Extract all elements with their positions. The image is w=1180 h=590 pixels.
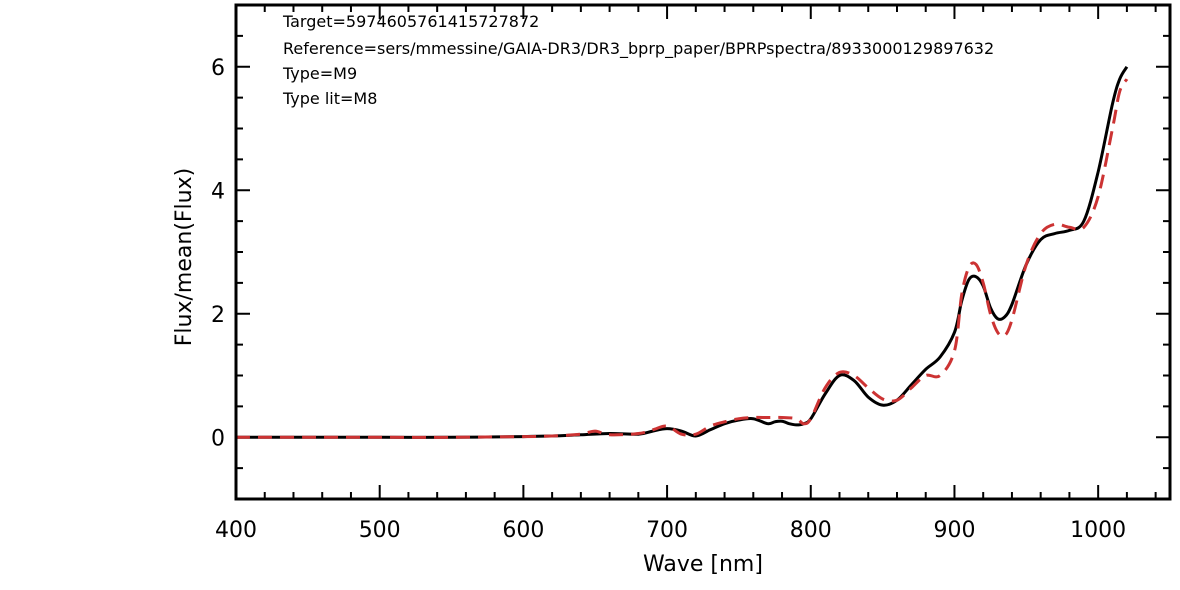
x-tick-label: 700 <box>646 518 688 543</box>
x-tick-label: 600 <box>502 518 544 543</box>
y-tick-label: 0 <box>211 426 225 451</box>
annotation-type-lit: Type lit=M8 <box>282 89 377 108</box>
y-tick-labels: 0 2 4 6 <box>211 56 225 452</box>
x-tick-labels: 400 500 600 700 800 900 1000 <box>215 518 1126 543</box>
x-axis-title: Wave [nm] <box>643 552 763 577</box>
x-tick-label: 400 <box>215 518 257 543</box>
y-tick-label: 4 <box>211 179 225 204</box>
y-tick-label: 2 <box>211 303 225 328</box>
annotation-type: Type=M9 <box>282 64 357 83</box>
annotation-target: Target=5974605761415727872 <box>282 12 539 31</box>
y-axis-title: Flux/mean(Flux) <box>172 168 197 346</box>
plot-frame <box>234 3 1172 501</box>
annotation-reference: Reference=sers/mmessine/GAIA-DR3/DR3_bpr… <box>283 39 994 59</box>
y-tick-label: 6 <box>211 56 225 81</box>
x-tick-label: 900 <box>933 518 975 543</box>
series-layer <box>236 65 1129 439</box>
series-line-dashed <box>236 78 1129 439</box>
series-line-solid <box>236 65 1129 439</box>
x-tick-label: 800 <box>790 518 832 543</box>
x-tick-label: 1000 <box>1070 518 1126 543</box>
x-tick-label: 500 <box>359 518 401 543</box>
axis-ticks <box>235 4 1170 500</box>
